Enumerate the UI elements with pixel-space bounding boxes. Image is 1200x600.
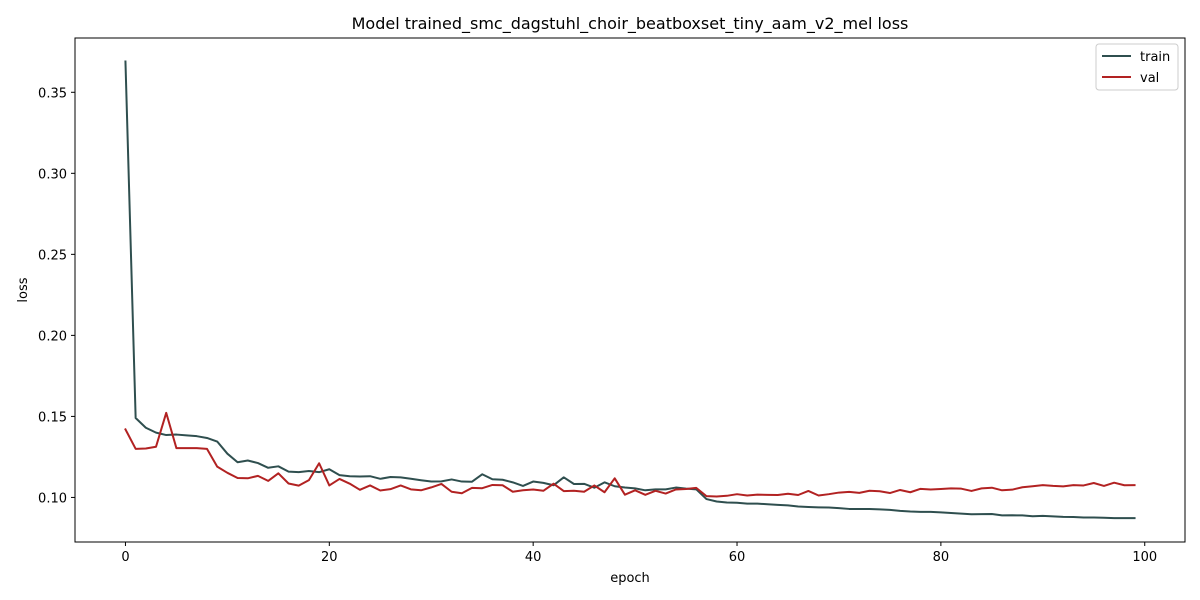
x-tick-label: 80 xyxy=(933,550,950,565)
y-tick-label: 0.15 xyxy=(38,410,67,425)
ticks-layer: 0 20 40 60 80 100 0.10 0.15 0.20 0.25 0.30 0.35 xyxy=(38,86,1157,565)
legend: train val xyxy=(1095,43,1179,91)
x-tick-label: 0 xyxy=(121,550,129,565)
y-tick-label: 0.10 xyxy=(38,491,67,506)
y-tick-label: 0.30 xyxy=(38,167,67,182)
legend-label-val: val xyxy=(1140,71,1159,86)
series-line-train xyxy=(124,60,1136,520)
series-layer xyxy=(124,60,1136,520)
y-tick-label: 0.35 xyxy=(38,86,67,101)
x-tick-label: 100 xyxy=(1132,550,1157,565)
y-axis-label: loss xyxy=(16,277,31,302)
x-tick-label: 20 xyxy=(321,550,338,565)
plot-frame xyxy=(74,37,1186,543)
x-tick-label: 40 xyxy=(525,550,542,565)
legend-label-train: train xyxy=(1140,50,1170,65)
series-line-val xyxy=(124,411,1136,498)
y-tick-label: 0.25 xyxy=(38,248,67,263)
x-axis-label: epoch xyxy=(610,571,650,586)
x-tick-label: 60 xyxy=(729,550,746,565)
y-tick-label: 0.20 xyxy=(38,329,67,344)
chart-title: Model trained_smc_dagstuhl_choir_beatbox… xyxy=(352,14,909,34)
